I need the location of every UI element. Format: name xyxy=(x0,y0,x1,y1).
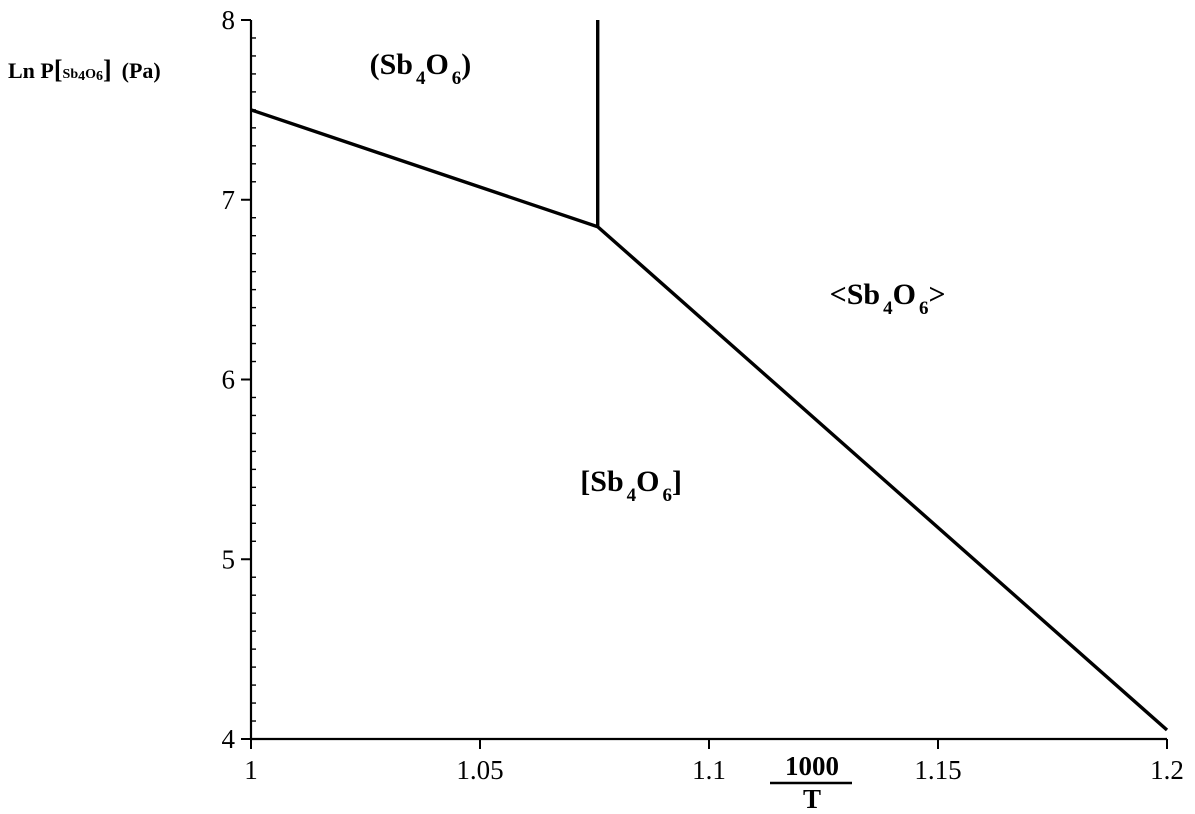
y-major-ticks xyxy=(241,19,251,740)
y-tick-label: 6 xyxy=(222,365,236,395)
y-label-species-o: O xyxy=(85,67,96,82)
region-label: <Sb 4O 6> xyxy=(830,278,946,319)
y-label-bracket-open: [ xyxy=(54,55,63,84)
y-label-unit: (Pa) xyxy=(122,58,161,83)
phase-boundary-line xyxy=(250,108,1169,732)
x-label-denominator: T xyxy=(803,784,821,814)
region-labels: (Sb 4O 6) <Sb 4O 6> [Sb 4O 6] xyxy=(370,48,946,506)
x-tick-label: 1.05 xyxy=(456,755,503,785)
y-tick-label: 5 xyxy=(222,544,236,574)
region-label: (Sb 4O 6) xyxy=(370,48,472,89)
phase-boundaries xyxy=(250,20,1169,732)
x-tick-label: 1 xyxy=(244,755,258,785)
y-tick-label: 8 xyxy=(222,5,236,35)
y-label-sub-6: 6 xyxy=(96,69,103,84)
x-tick-label: 1.2 xyxy=(1150,755,1184,785)
y-label-species-sb: Sb xyxy=(63,67,79,82)
y-label-sub-4: 4 xyxy=(78,69,85,84)
y-tick-labels: 4 5 6 7 8 xyxy=(222,5,236,754)
x-tick-label: 1.1 xyxy=(692,755,726,785)
y-label-bracket-close: ] xyxy=(103,55,112,84)
x-tick-label: 1.15 xyxy=(914,755,961,785)
y-label-prefix: Ln P xyxy=(8,58,54,83)
x-label-numerator: 1000 xyxy=(785,751,839,781)
x-tick-labels: 1 1.05 1.1 1.15 1.2 xyxy=(244,755,1184,785)
y-tick-label: 7 xyxy=(222,185,236,215)
y-tick-label: 4 xyxy=(222,724,236,754)
x-major-ticks xyxy=(250,739,1168,749)
region-label: [Sb 4O 6] xyxy=(580,465,682,506)
y-axis-label: Ln P[Sb4O6] (Pa) xyxy=(8,55,161,84)
